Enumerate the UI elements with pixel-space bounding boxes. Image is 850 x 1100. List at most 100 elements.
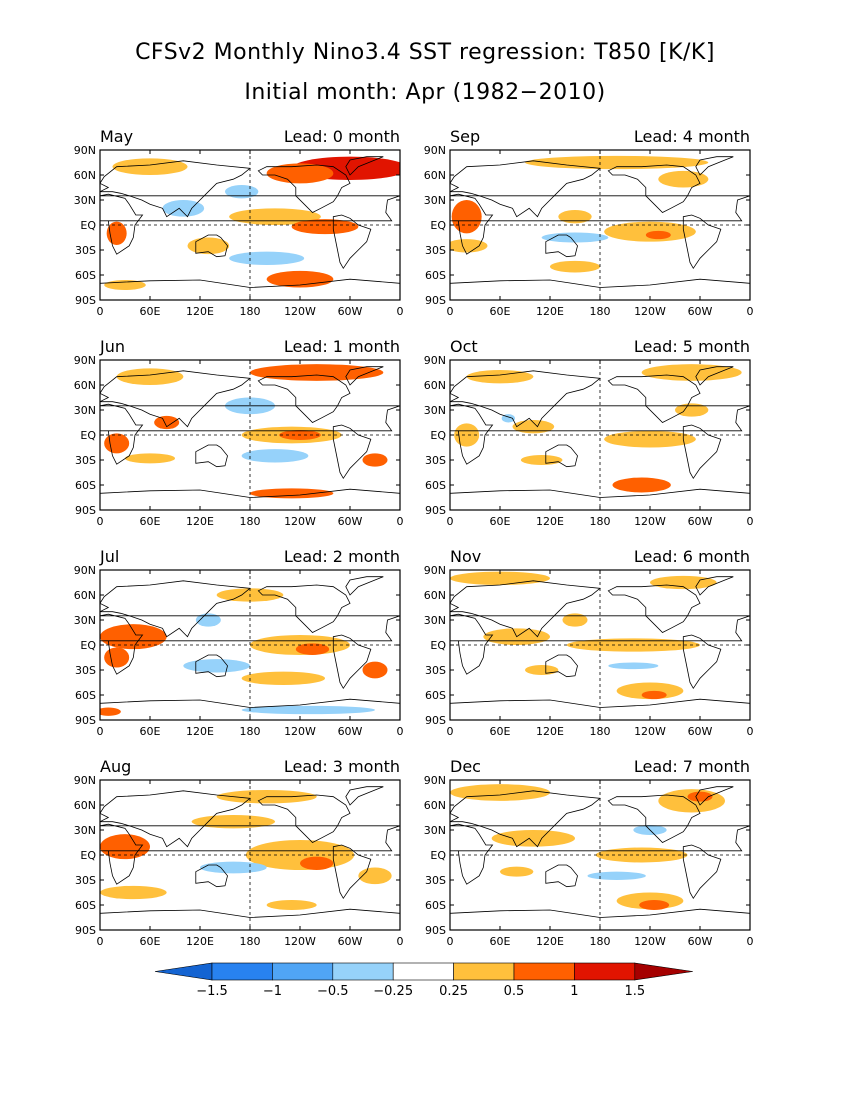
coastline [695, 366, 734, 386]
x-tick-label: 0 [447, 935, 454, 948]
colorbar-swatch [574, 962, 636, 981]
colorbar: −1.5 −1 −0.5 −0.25 0.25 0.5 1 1.5 [154, 962, 693, 999]
coastline [100, 908, 400, 930]
coastline [100, 160, 252, 218]
coastline [450, 278, 750, 300]
coastline [100, 370, 252, 428]
x-tick-label: 60W [688, 515, 713, 528]
x-tick-label: 120W [634, 725, 666, 738]
coastline [257, 164, 351, 213]
coastline [450, 193, 750, 255]
x-tick-label: 60E [490, 305, 511, 318]
colorbar-tick-label: 0.5 [504, 984, 525, 999]
y-tick-label: 30S [425, 244, 446, 257]
x-tick-label: 180 [240, 305, 261, 318]
y-tick-label: 60S [425, 479, 446, 492]
regression-contour [525, 665, 559, 675]
coastline [682, 214, 722, 270]
y-tick-label: EQ [430, 849, 446, 862]
x-tick-label: 0 [747, 725, 754, 738]
regression-contour [587, 871, 646, 880]
regression-contour [525, 155, 709, 170]
coastline [100, 403, 400, 465]
x-tick-label: 0 [97, 935, 104, 948]
coastline [257, 794, 351, 843]
x-tick-label: 60W [338, 305, 363, 318]
regression-contour [641, 690, 667, 700]
coastline [332, 214, 372, 270]
regression-contour [450, 239, 488, 253]
y-tick-label: 30N [74, 404, 96, 417]
y-tick-label: EQ [80, 429, 96, 442]
coastline [345, 366, 384, 386]
x-tick-label: 120W [284, 935, 316, 948]
regression-contour [241, 449, 309, 463]
panel-month: Jun [99, 337, 125, 356]
coastline [682, 634, 722, 690]
regression-contour [191, 815, 275, 829]
y-tick-label: 30N [74, 824, 96, 837]
regression-contour [154, 415, 180, 430]
y-tick-label: 30N [424, 404, 446, 417]
y-tick-label: 30N [424, 194, 446, 207]
regression-contour [454, 423, 480, 447]
map-field [100, 570, 400, 720]
y-tick-label: 30S [425, 874, 446, 887]
colorbar-swatch [332, 962, 394, 981]
panel-lead: Lead: 7 month [634, 757, 750, 776]
coastline [607, 794, 701, 843]
regression-contour [604, 221, 696, 242]
y-tick-label: 90S [425, 294, 446, 307]
y-tick-label: 90S [75, 924, 96, 937]
coastline [345, 786, 384, 806]
regression-contour [604, 430, 696, 448]
y-tick-label: 60S [425, 689, 446, 702]
figure-title: CFSv2 Monthly Nino3.4 SST regression: T8… [135, 40, 715, 65]
coastline [332, 634, 372, 690]
y-tick-label: 60N [74, 169, 96, 182]
map-field [100, 150, 400, 300]
y-tick-label: 30N [424, 824, 446, 837]
y-tick-label: 90N [74, 564, 96, 577]
y-tick-label: 90N [424, 354, 446, 367]
x-tick-label: 120E [536, 305, 564, 318]
x-tick-label: 120E [186, 305, 214, 318]
regression-contour [116, 368, 184, 385]
panel-lead: Lead: 0 month [284, 127, 400, 146]
regression-contour [491, 830, 575, 847]
colorbar-swatch [513, 962, 575, 981]
regression-contour [225, 185, 259, 199]
coastline [332, 424, 372, 480]
panel-lead: Lead: 5 month [634, 337, 750, 356]
x-tick-label: 60E [140, 935, 161, 948]
regression-contour [451, 200, 482, 234]
x-tick-label: 60E [490, 935, 511, 948]
x-tick-label: 60W [338, 725, 363, 738]
coastline [195, 234, 228, 258]
regression-contour [104, 647, 130, 668]
coastline [545, 234, 578, 258]
regression-contour [100, 834, 150, 860]
y-tick-label: 90S [75, 294, 96, 307]
x-tick-label: 120W [284, 515, 316, 528]
y-tick-label: 60S [75, 689, 96, 702]
panel-lead: Lead: 6 month [634, 547, 750, 566]
x-tick-label: 180 [590, 935, 611, 948]
panel-month: Jul [99, 547, 119, 566]
regression-contour [200, 861, 267, 874]
y-tick-label: 30S [75, 664, 96, 677]
coastline [195, 444, 228, 468]
y-tick-label: EQ [430, 429, 446, 442]
x-tick-label: 180 [240, 725, 261, 738]
coastline [100, 278, 400, 300]
y-tick-label: 60S [425, 269, 446, 282]
panel-month: Nov [450, 547, 481, 566]
regression-contour [641, 364, 742, 381]
coastline [545, 654, 578, 678]
x-tick-label: 0 [747, 515, 754, 528]
